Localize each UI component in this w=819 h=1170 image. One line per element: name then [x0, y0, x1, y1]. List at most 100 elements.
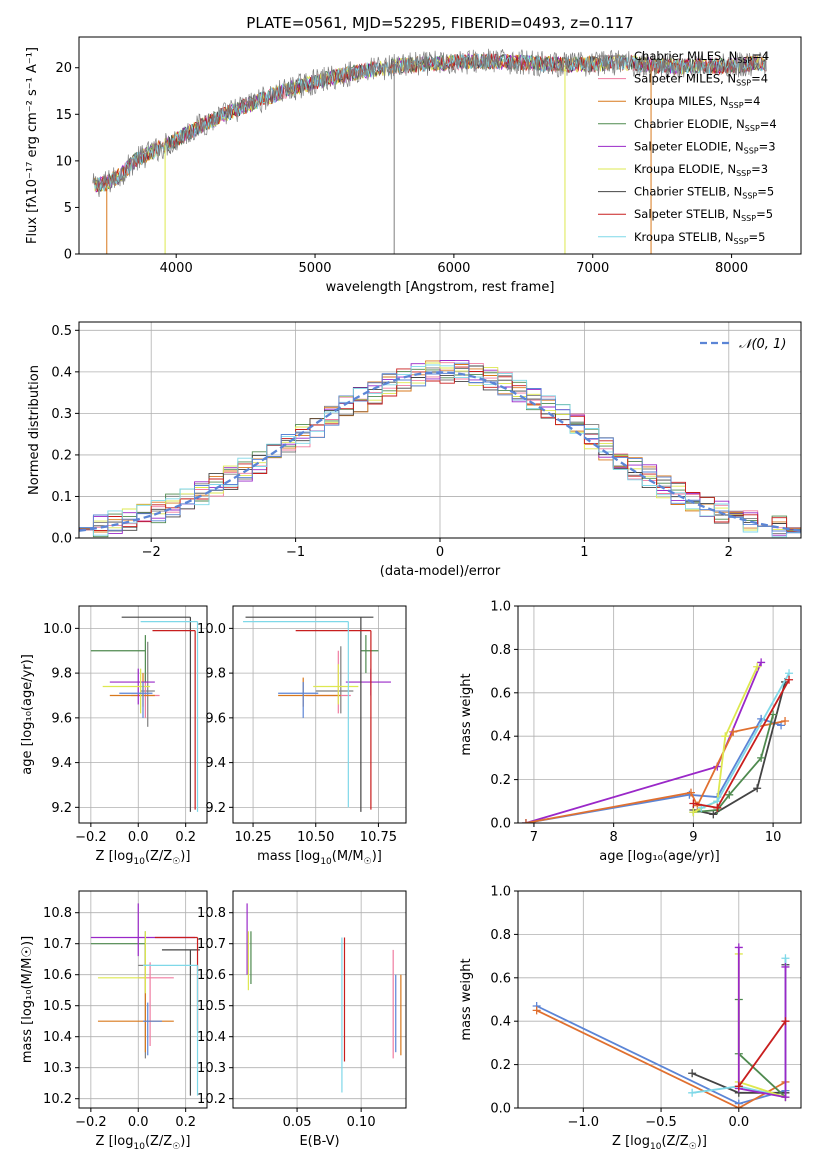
- errorbar-point: [121, 616, 192, 812]
- y-axis-label: mass weight: [459, 673, 474, 755]
- x-tick-label: 2: [725, 545, 733, 560]
- weight-series-line: [536, 1009, 786, 1108]
- y-tick-label: 1.0: [490, 600, 511, 615]
- y-tick-label: 10.8: [43, 906, 72, 921]
- y-tick-label: 1.0: [490, 885, 511, 900]
- axes-frame: [78, 605, 208, 824]
- legend-entry: Kroupa ELODIE, NSSP=3: [634, 162, 768, 178]
- legend-entry: Salpeter ELODIE, NSSP=3: [634, 139, 776, 155]
- weight-marker: [721, 732, 730, 741]
- errorbar-point: [243, 621, 349, 808]
- weight-marker: [781, 717, 790, 726]
- x-tick-label: 6000: [437, 261, 470, 276]
- legend-entry: Salpeter MILES, NSSP=4: [634, 72, 768, 88]
- plot-area: [92, 48, 767, 254]
- y-tick-label: 9.4: [205, 756, 226, 771]
- y-tick-label: 0.6: [490, 971, 511, 986]
- weight-marker: [521, 819, 530, 823]
- residuals-legend: 𝒩(0, 1): [700, 337, 786, 352]
- y-tick-label: 0.4: [490, 1015, 511, 1030]
- y-tick-label: 0.5: [51, 324, 72, 339]
- axes-frame: [517, 605, 802, 824]
- y-tick-label: 0.1: [51, 490, 72, 505]
- y-tick-label: 10.7: [43, 937, 72, 952]
- errorbar-point: [119, 682, 153, 718]
- y-tick-label: 20: [55, 61, 72, 76]
- y-tick-label: 10.3: [43, 1061, 72, 1076]
- x-axis-label: E(B-V): [299, 1134, 339, 1149]
- errorbar-point: [278, 682, 319, 718]
- axes: 4000 5000 6000 7000 8000 0 5 10 15 20 wavelength […: [25, 36, 802, 295]
- y-tick-label: 5: [64, 201, 72, 216]
- weight-series-line: [737, 999, 787, 1098]
- y-tick-label: 9.2: [205, 801, 226, 816]
- axes: −1.0 −0.5 0.0 0.0 0.2 0.4 0.6 0.8 1.0 Z [log10(Z/…: [459, 885, 802, 1152]
- x-axis-label: wavelength [Angstrom, rest frame]: [326, 280, 555, 295]
- y-tick-label: 9.2: [51, 801, 72, 816]
- errorbar-point: [161, 949, 200, 1096]
- x-tick-label: 0.05: [283, 1115, 312, 1130]
- y-tick-label: 0.3: [51, 407, 72, 422]
- y-tick-label: 10.5: [43, 999, 72, 1014]
- axes: 10.25 10.50 10.75 9.2 9.4 9.6 9.8 10.0 mass [log…: [197, 605, 407, 867]
- weight-marker: [686, 788, 695, 797]
- weight-marker: [689, 808, 698, 817]
- errorbar-point: [313, 664, 359, 705]
- x-axis-label: Z [log10(Z/Z☉)]: [96, 849, 191, 867]
- axes: 0.05 0.10 10.2 10.3 10.4 10.5 10.6 10.7 10.8 E(B-…: [197, 890, 407, 1149]
- errorbar-point: [143, 1002, 162, 1056]
- axes: −0.2 0.0 0.2 10.2 10.3 10.4 10.5 10.6 10.7 10.8 Z …: [20, 890, 208, 1152]
- x-tick-label: 7000: [576, 261, 609, 276]
- axes-frame: [78, 890, 208, 1109]
- x-tick-label: 10.50: [297, 830, 334, 845]
- x-tick-label: 8000: [715, 261, 748, 276]
- errorbar-point: [154, 936, 199, 1031]
- x-tick-label: 10.75: [360, 830, 397, 845]
- y-tick-label: 0.2: [490, 773, 511, 788]
- y-axis-label: Flux [fλ10⁻¹⁷ erg cm⁻² s⁻¹ A⁻¹]: [25, 47, 40, 244]
- y-tick-label: 9.8: [51, 667, 72, 682]
- y-tick-label: 0.2: [490, 1058, 511, 1073]
- y-axis-label: age [log₁₀(age/yr)]: [20, 654, 35, 775]
- x-axis-label: (data-model)/error: [380, 564, 501, 579]
- x-tick-label: 8: [610, 830, 618, 845]
- weight-marker: [688, 1088, 697, 1097]
- y-tick-label: 0.6: [490, 686, 511, 701]
- age-vs-mass-chart: 10.25 10.50 10.75 9.2 9.4 9.6 9.8 10.0 mass [log…: [197, 605, 407, 867]
- spectrum-legend: Chabrier MILES, NSSP=4 Salpeter MILES, NS…: [598, 49, 777, 246]
- y-tick-label: 10.6: [43, 968, 72, 983]
- weight-marker: [757, 753, 766, 762]
- weight-marker: [709, 810, 718, 819]
- y-tick-label: 0.4: [490, 730, 511, 745]
- y-tick-label: 15: [55, 108, 72, 123]
- figure-title: PLATE=0561, MJD=52295, FIBERID=0493, z=0…: [246, 14, 633, 32]
- x-tick-label: 5000: [298, 261, 331, 276]
- weight-series-line: [738, 1020, 787, 1087]
- y-tick-label: 10.2: [43, 1092, 72, 1107]
- weight-marker: [753, 662, 762, 671]
- y-tick-label: 10.0: [197, 622, 226, 637]
- residuals-chart: −2 −1 0 1 2 0.0 0.1 0.2 0.3 0.4 0.5 (data-model)/er…: [27, 321, 802, 579]
- weight-series-line: [693, 681, 786, 816]
- x-tick-label: 0.0: [728, 1115, 749, 1130]
- errorbar-point: [140, 621, 199, 812]
- x-tick-label: −0.5: [645, 1115, 677, 1130]
- y-tick-label: 0.0: [490, 817, 511, 832]
- legend-entry: Chabrier MILES, NSSP=4: [634, 49, 769, 65]
- weight-series-line: [737, 947, 787, 1099]
- weight-marker: [725, 790, 734, 799]
- x-tick-label: 7: [530, 830, 538, 845]
- x-tick-label: 10.25: [234, 830, 271, 845]
- errorbar-point: [97, 931, 146, 994]
- legend-entry: Chabrier STELIB, NSSP=5: [634, 185, 774, 201]
- errorbar-point: [90, 931, 146, 966]
- spectrum-chart: 4000 5000 6000 7000 8000 0 5 10 15 20 wavelength […: [25, 36, 802, 295]
- age-vs-Z-chart: −0.2 0.0 0.2 9.2 9.4 9.6 9.8 10.0 Z [log10(Z/Z☉)…: [20, 605, 208, 867]
- x-tick-label: 9: [689, 830, 697, 845]
- errorbar-point: [152, 630, 196, 810]
- x-tick-label: 0.10: [347, 1115, 376, 1130]
- y-tick-label: 10: [55, 154, 72, 169]
- y-tick-label: 10.4: [197, 1030, 226, 1045]
- legend-entry: Kroupa MILES, NSSP=4: [634, 94, 760, 110]
- plot-area: [90, 903, 200, 1096]
